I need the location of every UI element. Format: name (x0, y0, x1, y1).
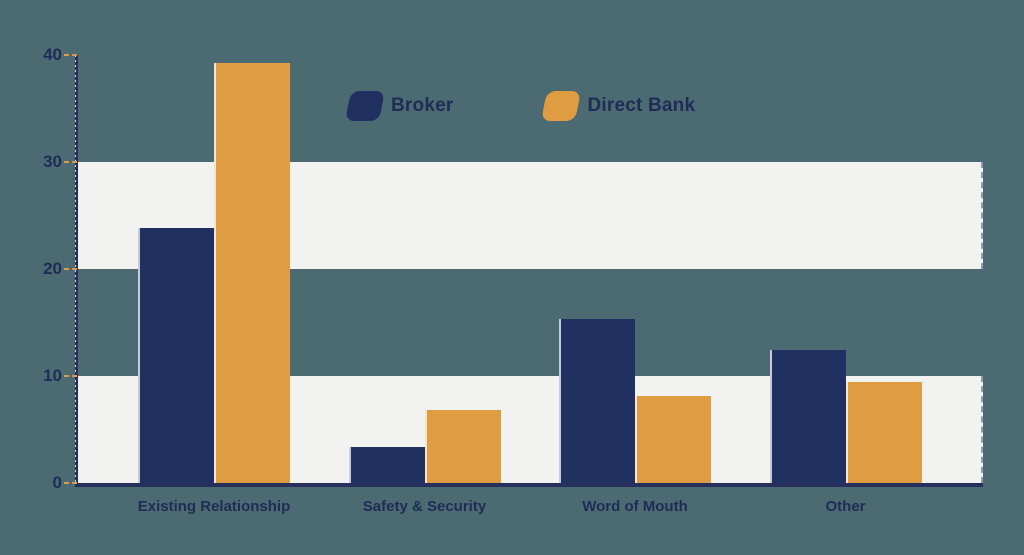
x-category-label: Existing Relationship (137, 498, 291, 515)
bar-direct-bank-other (845, 382, 922, 483)
y-tick-dash (64, 54, 77, 56)
y-tick-dash (64, 375, 77, 377)
direct-bank-swatch-icon (541, 91, 582, 121)
plot-area (75, 0, 983, 483)
bar-broker-existing-relationship (138, 228, 214, 483)
bar-broker-word-of-mouth (559, 319, 635, 483)
y-tick-label: 0 (52, 473, 62, 492)
x-category-label: Other (825, 498, 866, 515)
bar-direct-bank-word-of-mouth (635, 396, 711, 483)
y-tick-label: 10 (43, 366, 62, 385)
y-tick-dash (64, 161, 77, 163)
y-tick-label: 20 (43, 259, 62, 278)
y-tick-label: 40 (43, 45, 62, 64)
legend-item-broker: Broker (345, 91, 454, 121)
x-category-label: Word of Mouth (582, 498, 688, 515)
legend-label-direct-bank: Direct Bank (587, 95, 696, 116)
legend-label-broker: Broker (391, 95, 454, 116)
y-tick-label: 30 (43, 152, 62, 171)
legend: Broker Direct Bank (345, 91, 696, 121)
bar-direct-bank-safety-security (424, 410, 501, 483)
broker-swatch-icon (345, 91, 385, 121)
bar-broker-safety-security (348, 446, 425, 483)
y-tick-dash (64, 482, 77, 484)
y-tick-dash (64, 268, 77, 270)
y-axis-line (75, 55, 78, 487)
legend-item-direct-bank: Direct Bank (541, 91, 696, 121)
bar-direct-bank-existing-relationship (214, 62, 290, 483)
bar-broker-other (769, 350, 846, 483)
x-axis-line (75, 483, 983, 487)
x-category-label: Safety & Security (362, 498, 487, 515)
